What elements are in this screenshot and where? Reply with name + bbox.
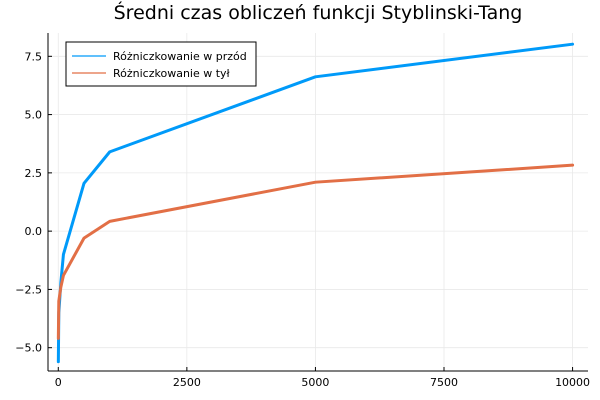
legend: Różniczkowanie w przód Różniczkowanie w t… xyxy=(65,41,257,87)
series-line-1 xyxy=(56,163,575,340)
y-tick-label-3: 2.5 xyxy=(25,167,43,180)
y-tick-label-4: 5.0 xyxy=(25,109,43,122)
axes: 0 2500 5000 7500 10000 −5.0 −2.5 0.0 2.5 5.0 7.5 xyxy=(15,33,590,389)
chart-title: Średni czas obliczeń funkcji Styblinski-… xyxy=(114,0,523,24)
x-tick-label-2: 5000 xyxy=(301,376,329,389)
legend-label-1: Różniczkowanie w tył xyxy=(113,67,231,80)
y-tick-label-2: 0.0 xyxy=(25,225,43,238)
x-tick-label-0: 0 xyxy=(55,376,62,389)
legend-label-0: Różniczkowanie w przód xyxy=(113,50,247,63)
y-tick-label-5: 7.5 xyxy=(25,50,43,63)
y-tick-label-1: −2.5 xyxy=(15,283,42,296)
y-tick-label-0: −5.0 xyxy=(15,342,42,355)
x-tick-label-3: 7500 xyxy=(430,376,458,389)
x-tick-label-4: 10000 xyxy=(555,376,590,389)
series-layer xyxy=(56,42,575,364)
x-tick-label-1: 2500 xyxy=(173,376,201,389)
legend-box xyxy=(65,41,257,87)
